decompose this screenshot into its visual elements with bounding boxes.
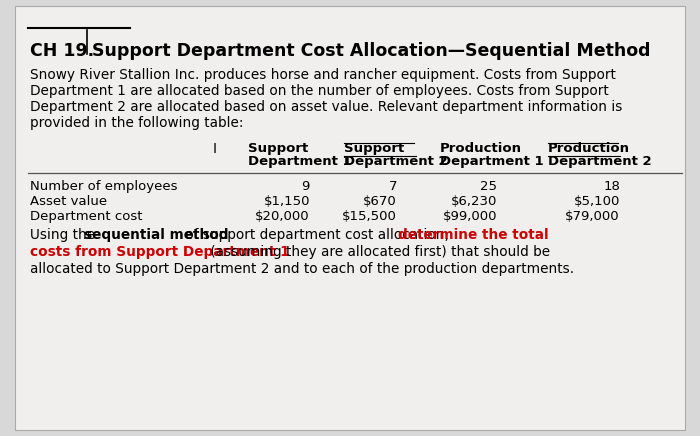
Text: Production: Production bbox=[440, 142, 522, 155]
Text: (assuming they are allocated first) that should be: (assuming they are allocated first) that… bbox=[206, 245, 550, 259]
Text: costs from Support Department 1: costs from Support Department 1 bbox=[30, 245, 290, 259]
Text: $6,230: $6,230 bbox=[451, 195, 497, 208]
Text: 18: 18 bbox=[603, 180, 620, 193]
Text: Department 1: Department 1 bbox=[248, 155, 351, 168]
Text: 25: 25 bbox=[480, 180, 497, 193]
Text: $99,000: $99,000 bbox=[442, 210, 497, 223]
Text: Asset value: Asset value bbox=[30, 195, 107, 208]
Text: Snowy River Stallion Inc. produces horse and rancher equipment. Costs from Suppo: Snowy River Stallion Inc. produces horse… bbox=[30, 68, 616, 82]
Text: Department 2: Department 2 bbox=[344, 155, 447, 168]
Text: $15,500: $15,500 bbox=[342, 210, 397, 223]
Text: $5,100: $5,100 bbox=[573, 195, 620, 208]
Text: $670: $670 bbox=[363, 195, 397, 208]
FancyBboxPatch shape bbox=[15, 6, 685, 430]
Text: Department 2 are allocated based on asset value. Relevant department information: Department 2 are allocated based on asse… bbox=[30, 100, 622, 114]
Text: $20,000: $20,000 bbox=[256, 210, 310, 223]
Text: 9: 9 bbox=[302, 180, 310, 193]
Text: 7: 7 bbox=[389, 180, 397, 193]
Text: $79,000: $79,000 bbox=[566, 210, 620, 223]
Text: Number of employees: Number of employees bbox=[30, 180, 178, 193]
Text: provided in the following table:: provided in the following table: bbox=[30, 116, 244, 130]
Text: CH 19.: CH 19. bbox=[30, 42, 94, 60]
Text: allocated to Support Department 2 and to each of the production departments.: allocated to Support Department 2 and to… bbox=[30, 262, 574, 276]
Text: I: I bbox=[213, 142, 217, 156]
Text: Support Department Cost Allocation—Sequential Method: Support Department Cost Allocation—Seque… bbox=[92, 42, 650, 60]
Text: sequential method: sequential method bbox=[84, 228, 229, 242]
Text: Using the: Using the bbox=[30, 228, 99, 242]
Text: Department 2: Department 2 bbox=[548, 155, 652, 168]
Text: Department 1 are allocated based on the number of employees. Costs from Support: Department 1 are allocated based on the … bbox=[30, 84, 609, 98]
Text: of support department cost allocation,: of support department cost allocation, bbox=[181, 228, 453, 242]
Text: Production: Production bbox=[548, 142, 630, 155]
Text: Support: Support bbox=[344, 142, 405, 155]
Text: Department cost: Department cost bbox=[30, 210, 143, 223]
Text: $1,150: $1,150 bbox=[263, 195, 310, 208]
Text: determine the total: determine the total bbox=[398, 228, 548, 242]
Text: Support: Support bbox=[248, 142, 308, 155]
Text: Department 1: Department 1 bbox=[440, 155, 544, 168]
